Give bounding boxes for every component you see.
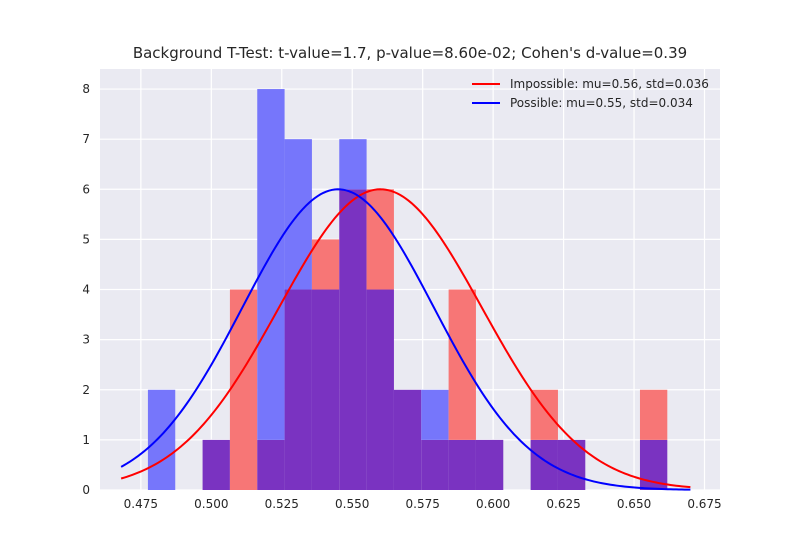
bar-overlap <box>339 189 367 491</box>
bar-overlap <box>393 389 422 490</box>
bar-possible <box>147 389 176 490</box>
x-tick-label: 0.600 <box>476 497 510 511</box>
legend-label-possible: Possible: mu=0.55, std=0.034 <box>510 96 693 110</box>
y-tick-label: 3 <box>82 333 90 347</box>
x-tick-label: 0.475 <box>124 497 158 511</box>
legend: Impossible: mu=0.56, std=0.036 Possible:… <box>472 77 709 110</box>
y-tick-label: 0 <box>82 483 90 497</box>
bar-overlap <box>284 289 312 490</box>
bar-impossible <box>530 389 558 440</box>
bar-impossible <box>311 239 340 290</box>
histogram-bars <box>147 89 668 491</box>
y-axis-ticks: 0 1 2 3 4 5 6 7 8 <box>82 82 90 497</box>
x-tick-label: 0.625 <box>546 497 580 511</box>
bar-overlap <box>202 439 230 490</box>
y-tick-label: 5 <box>82 232 90 246</box>
bar-overlap <box>421 439 449 490</box>
bar-possible <box>421 389 449 440</box>
bar-possible <box>339 139 367 190</box>
bar-overlap <box>257 439 285 490</box>
bar-overlap <box>311 289 340 490</box>
bar-overlap <box>448 439 476 490</box>
y-tick-label: 1 <box>82 433 90 447</box>
bar-impossible <box>366 189 394 290</box>
legend-label-impossible: Impossible: mu=0.56, std=0.036 <box>510 77 709 91</box>
x-tick-label: 0.650 <box>617 497 651 511</box>
y-tick-label: 2 <box>82 383 90 397</box>
y-tick-label: 6 <box>82 182 90 196</box>
bar-impossible <box>448 289 476 440</box>
curve-impossible <box>120 188 691 489</box>
chart-title: Background T-Test: t-value=1.7, p-value=… <box>133 44 687 62</box>
y-tick-label: 7 <box>82 132 90 146</box>
y-tick-label: 8 <box>82 82 90 96</box>
x-tick-label: 0.575 <box>406 497 440 511</box>
bar-impossible <box>229 289 258 490</box>
bar-overlap <box>475 439 504 490</box>
normal-curves <box>120 188 691 491</box>
x-tick-label: 0.675 <box>687 497 721 511</box>
bar-overlap <box>366 289 394 490</box>
curve-possible <box>120 188 691 491</box>
bar-overlap <box>530 439 558 490</box>
x-tick-label: 0.500 <box>194 497 228 511</box>
x-tick-label: 0.525 <box>265 497 299 511</box>
bar-impossible <box>639 389 668 440</box>
y-tick-label: 4 <box>82 283 90 297</box>
x-axis-ticks: 0.475 0.500 0.525 0.550 0.575 0.600 0.625 0.650… <box>124 497 722 511</box>
x-tick-label: 0.550 <box>335 497 369 511</box>
bar-possible <box>257 89 285 440</box>
